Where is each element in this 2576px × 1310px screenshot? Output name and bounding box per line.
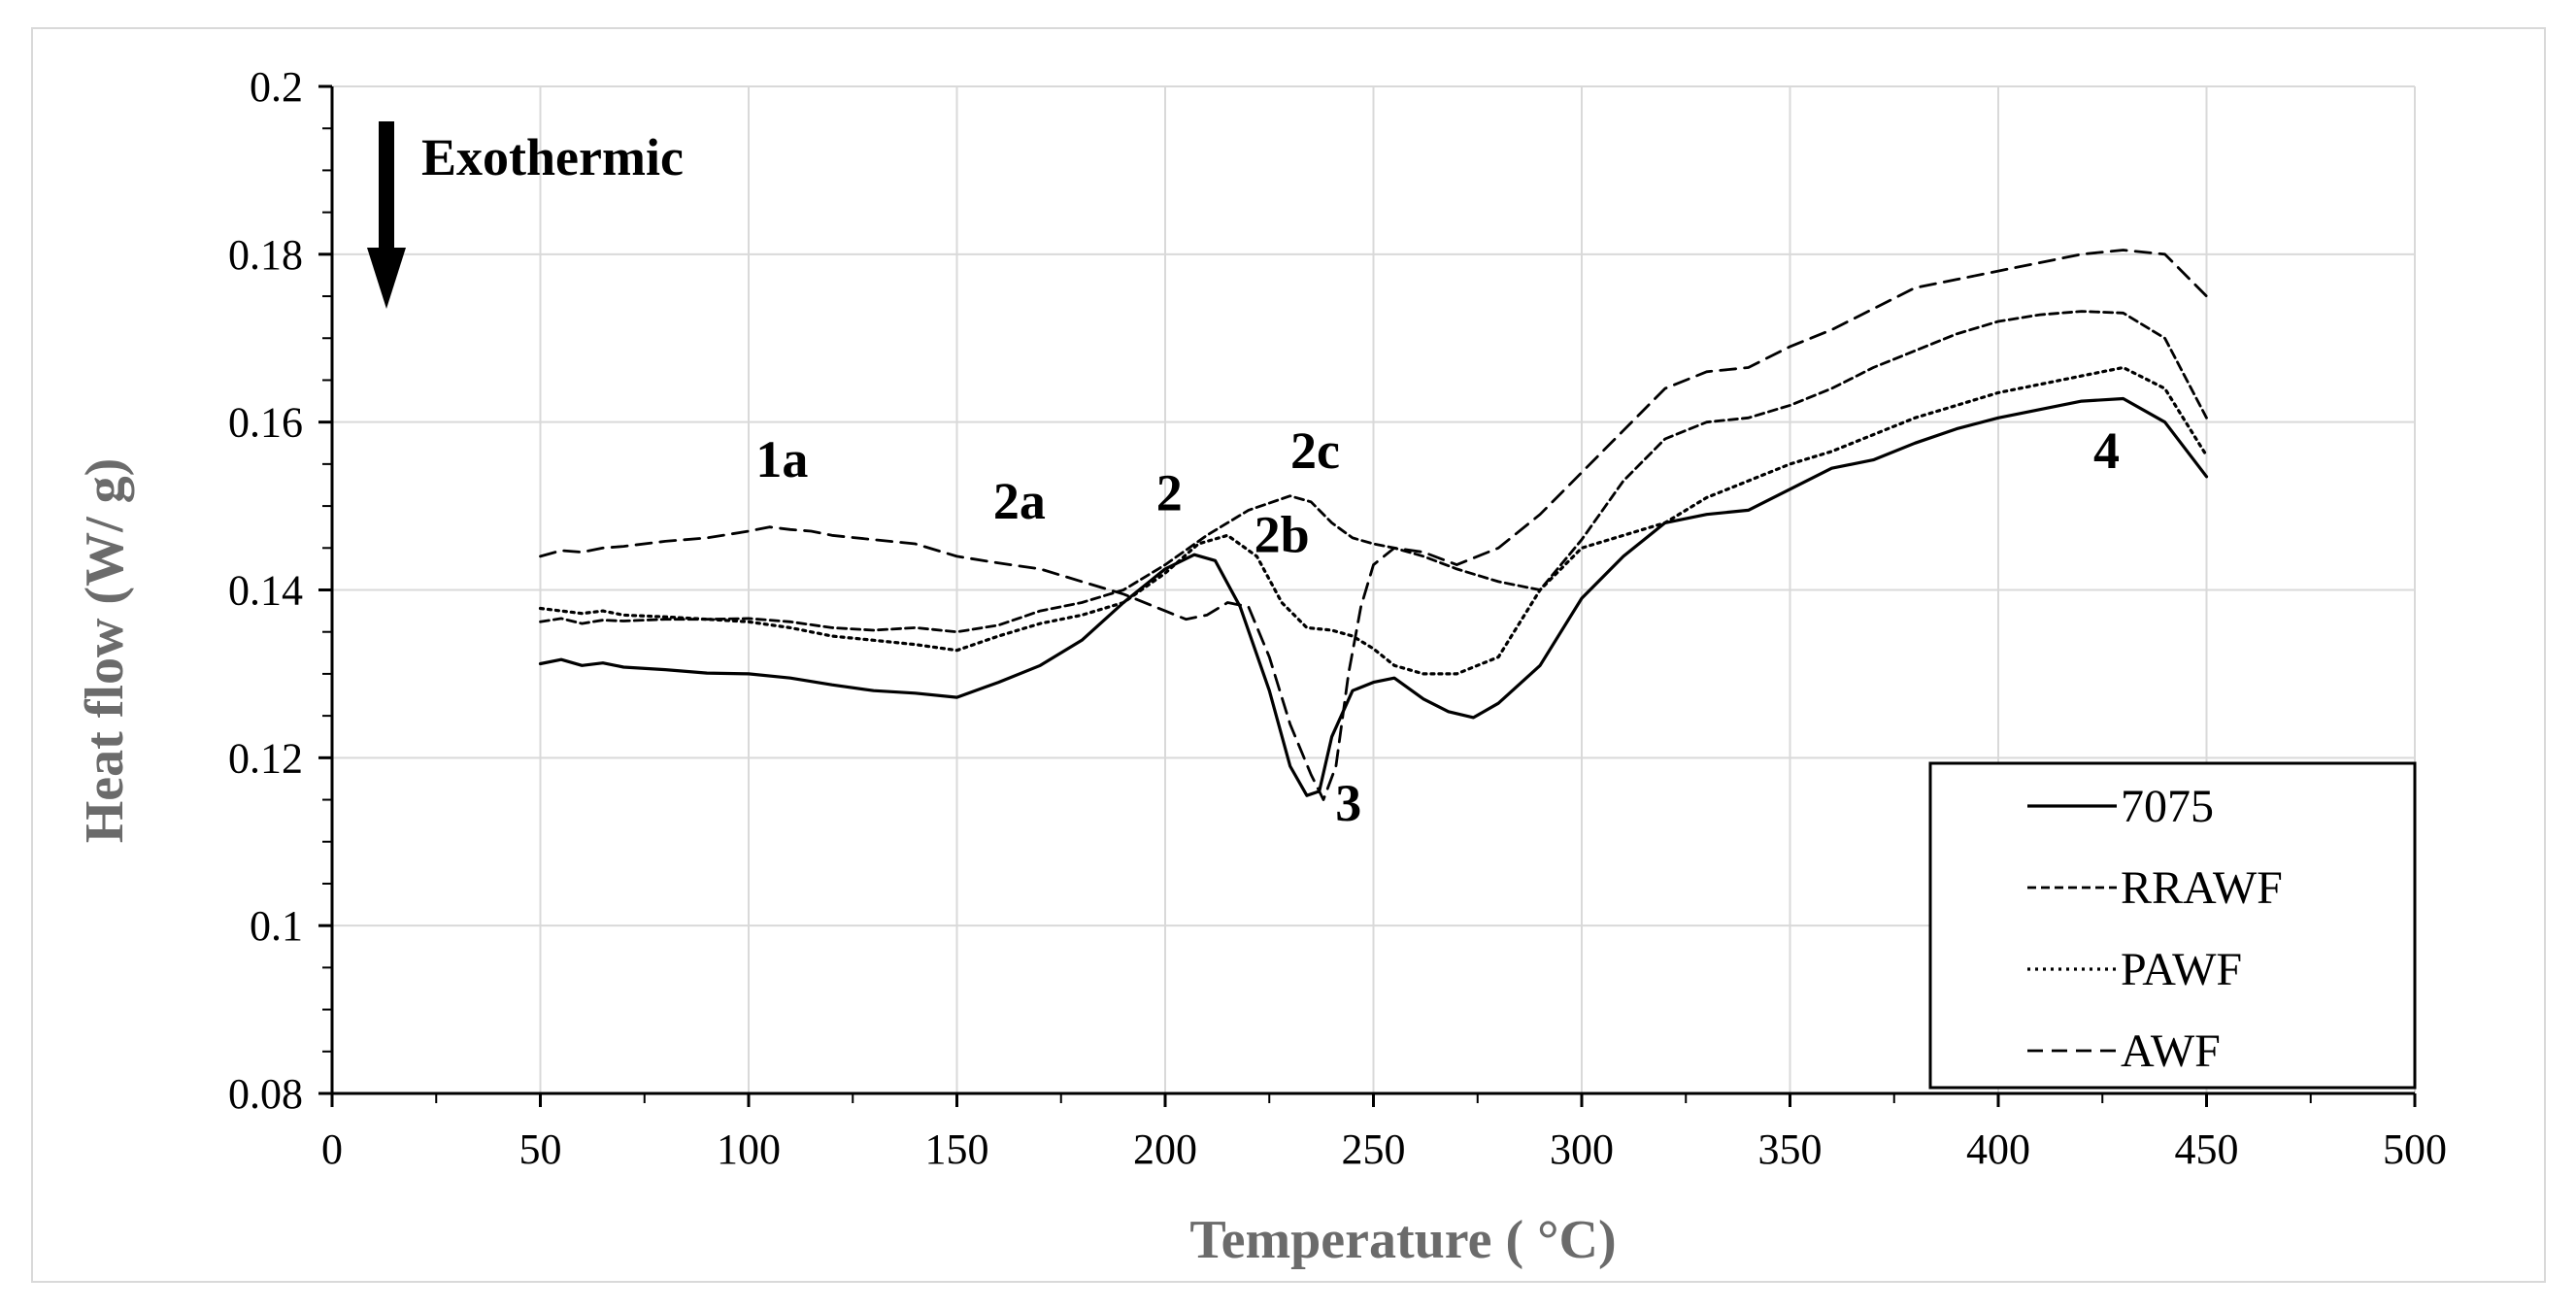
- series-lines: [538, 249, 2209, 801]
- peak-label: 1a: [755, 430, 808, 488]
- y-tick-label: 0.18: [228, 231, 303, 279]
- y-tick-label: 0.08: [228, 1070, 303, 1118]
- legend-label-7075: 7075: [2121, 781, 2214, 832]
- peak-label: 2c: [1290, 421, 1340, 480]
- legend-box: [1928, 761, 2417, 1090]
- y-tick-label: 0.1: [250, 902, 303, 950]
- x-tick-label: 250: [1342, 1125, 1406, 1173]
- peak-label: 2b: [1255, 506, 1310, 564]
- x-tick-label: 0: [321, 1125, 343, 1173]
- arrow-down-icon: [367, 248, 406, 309]
- y-tick-label: 0.16: [228, 399, 303, 447]
- x-tick-label: 300: [1550, 1125, 1614, 1173]
- legend: 7075 RRAWF PAWF AWF: [1928, 761, 2417, 1090]
- series-line-rrawf: [539, 310, 2208, 634]
- series-line-7075: [538, 396, 2209, 797]
- exothermic-indicator: Exothermic: [367, 121, 684, 309]
- legend-label-pawf: PAWF: [2121, 944, 2242, 995]
- y-tick-label: 0.14: [228, 567, 303, 615]
- tick-labels: 0 50 100 150 200 250 300 350 400 450 500 0.08 0.1 0.1…: [228, 63, 2447, 1173]
- legend-label-rrawf: RRAWF: [2121, 862, 2283, 914]
- exothermic-arrow-shaft: [379, 121, 394, 252]
- peak-label: 4: [2093, 421, 2120, 480]
- grid-lines: [332, 85, 2416, 1093]
- series-line-pawf: [538, 365, 2209, 676]
- x-tick-label: 350: [1758, 1125, 1823, 1173]
- x-axis-title: Temperature ( °C): [1189, 1210, 1616, 1270]
- x-tick-label: 100: [717, 1125, 781, 1173]
- y-axis-title: Heat flow (W/ g): [75, 458, 135, 844]
- x-tick-label: 200: [1133, 1125, 1197, 1173]
- x-tick-label: 400: [1966, 1125, 2030, 1173]
- x-tick-label: 450: [2175, 1125, 2239, 1173]
- x-tick-label: 50: [519, 1125, 562, 1173]
- y-tick-label: 0.12: [228, 734, 303, 782]
- axes: [318, 84, 2417, 1107]
- series-line-awf: [539, 249, 2208, 801]
- peak-label: 2a: [993, 472, 1046, 530]
- x-tick-label: 150: [925, 1125, 989, 1173]
- legend-label-awf: AWF: [2121, 1025, 2221, 1077]
- peak-label: 2: [1156, 463, 1183, 521]
- peak-annotations: 1a 2a 2 2b 2c 3 4: [755, 421, 2120, 832]
- y-tick-label: 0.2: [250, 63, 303, 111]
- exothermic-label: Exothermic: [421, 128, 684, 186]
- x-tick-label: 500: [2383, 1125, 2447, 1173]
- peak-label: 3: [1335, 774, 1361, 832]
